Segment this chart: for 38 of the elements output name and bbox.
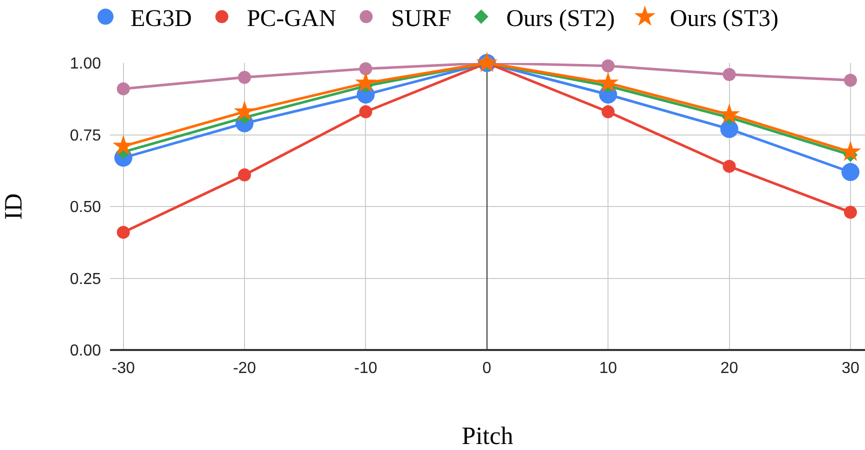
point	[602, 59, 615, 72]
point	[722, 160, 736, 173]
point	[722, 68, 736, 81]
y-tick-label: 0.75	[70, 127, 102, 144]
x-tick-label: -20	[232, 360, 256, 377]
x-tick-label: 0	[482, 360, 492, 377]
legend-label: SURF	[391, 6, 452, 32]
point	[602, 105, 615, 118]
legend-label: PC-GAN	[246, 6, 336, 32]
point	[841, 163, 860, 182]
x-tick-label: 20	[720, 360, 738, 377]
point	[359, 105, 372, 118]
point	[116, 82, 130, 96]
legend-label: EG3D	[130, 6, 192, 32]
point	[844, 74, 857, 87]
point	[234, 100, 256, 121]
y-tick-label: 0.50	[70, 199, 102, 216]
y-axis-title: ID	[0, 193, 28, 220]
point	[720, 120, 738, 138]
x-tick-label: 10	[599, 360, 618, 377]
point	[112, 135, 134, 156]
point	[597, 72, 619, 92]
x-tick-label: -10	[354, 360, 378, 377]
point	[238, 168, 252, 182]
y-tick-label: 0.25	[70, 270, 102, 288]
point	[355, 72, 376, 92]
point	[359, 62, 372, 76]
point	[844, 206, 857, 219]
x-tick-label: -30	[112, 360, 135, 377]
point	[718, 103, 740, 124]
x-tick-label: 30	[842, 360, 860, 377]
x-axis-title: Pitch	[462, 423, 514, 450]
point	[238, 70, 252, 84]
y-tick-label: 1.00	[70, 56, 102, 73]
y-tick-label: 0.00	[70, 342, 102, 360]
legend-label: Ours (ST2)	[506, 6, 615, 32]
legend-label: Ours (ST3)	[670, 6, 779, 32]
point	[116, 226, 130, 239]
